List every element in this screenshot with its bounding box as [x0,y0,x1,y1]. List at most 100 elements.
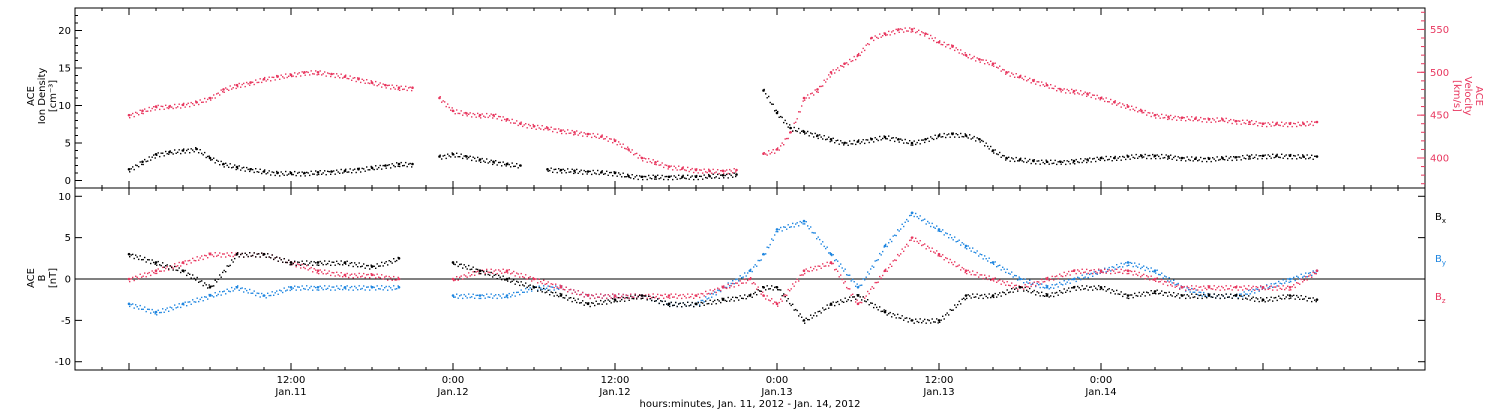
bz-point [354,273,356,275]
by-point [1257,288,1259,291]
bx-point [837,300,839,303]
by-point [186,305,188,307]
density-point [763,88,765,91]
bz-point [880,277,882,279]
velocity-point [1308,124,1310,126]
bx-point [961,298,963,300]
velocity-point-point [573,130,576,134]
velocity-point [658,164,660,166]
bz-point [712,290,714,292]
by-point [787,224,789,226]
density-point [733,172,735,174]
bz-point [780,298,782,300]
velocity-point [1089,92,1091,94]
density-point [264,169,266,171]
density-point [514,165,516,167]
density-point [786,122,788,125]
velocity-point [195,100,197,102]
bx-point [753,293,755,295]
density-point [318,173,320,176]
by-point [981,254,983,256]
density-point-point [262,170,266,173]
bx-point [475,268,477,270]
velocity-point [1030,82,1032,84]
bx-point [517,281,519,283]
bx-point [249,252,251,254]
by-point [250,292,252,294]
velocity-point [1132,108,1134,110]
bx-point [963,297,965,299]
density-point [300,175,302,177]
by-point [1092,275,1094,277]
by-point [157,309,159,311]
density-point [502,161,504,163]
bx-point [139,255,141,257]
density-point-point [802,130,806,134]
bz-point [864,297,866,299]
by-point [846,274,848,276]
velocity-point [1008,71,1010,73]
velocity-point [928,37,930,40]
by-point [822,241,824,243]
density-point [298,171,300,174]
density-point [148,156,150,158]
bx-point [1276,299,1278,302]
by-point [495,294,497,296]
density-point [547,170,549,172]
by-point [1185,290,1187,292]
velocity-point [273,76,275,79]
bz-point [349,274,351,276]
bx-point [252,254,254,257]
bz-point [654,297,656,299]
density-point [1056,163,1058,166]
top-right-ylabel: ACE Velocity [km/s] [1451,76,1484,115]
bx-point [1042,295,1044,297]
density-point [561,172,563,174]
velocity-point [913,27,915,30]
bx-point [1269,299,1271,301]
by-point [858,285,860,288]
velocity-point [643,157,645,159]
bz-point [1231,289,1233,291]
bx-point [1270,296,1272,298]
density-point [340,168,342,171]
bz-point [612,293,614,295]
by-point [1203,291,1205,294]
velocity-point-point [127,113,131,117]
by-point [531,290,533,292]
bz-point [526,278,528,280]
by-point [294,285,296,287]
bx-point [679,302,681,304]
by-point [1126,265,1128,267]
velocity-point [621,146,623,148]
bz-point [1101,271,1103,273]
bz-point [502,268,504,270]
velocity-point [619,143,621,145]
density-point [834,142,836,144]
bz-point [1188,287,1190,289]
bx-point [457,265,459,268]
density-point [814,132,816,135]
bz-point [555,283,557,285]
density-point [921,139,923,141]
bz-point [835,268,837,270]
velocity-point [1278,124,1280,126]
bz-point [381,274,383,276]
by-point [1291,278,1293,280]
velocity-point [804,99,806,101]
bx-point [819,310,821,312]
density-point [1222,158,1224,161]
bz-point [630,293,632,295]
bx-point [835,301,837,304]
bx-point [531,288,533,290]
velocity-point [484,116,486,118]
by-point [312,289,314,291]
by-point [996,266,998,268]
density-point [696,174,698,177]
bz-point [1140,276,1142,278]
density-point [1200,156,1202,159]
density-point [880,139,882,141]
density-point [151,156,153,158]
density-point [973,135,975,138]
